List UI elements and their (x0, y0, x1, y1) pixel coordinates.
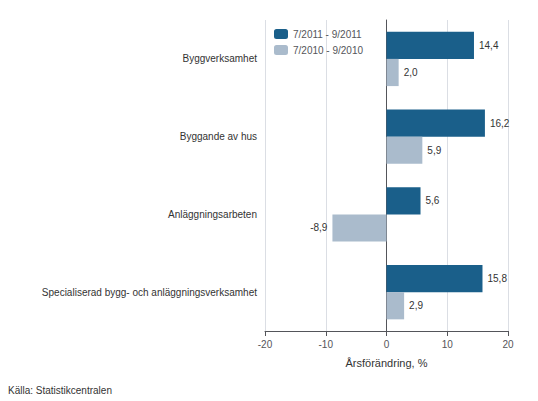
svg-text:10: 10 (442, 339, 454, 350)
svg-text:16,2: 16,2 (490, 118, 510, 129)
svg-text:14,4: 14,4 (479, 40, 499, 51)
svg-text:2,0: 2,0 (404, 67, 418, 78)
svg-text:Byggverksamhet: Byggverksamhet (183, 53, 258, 64)
svg-text:5,6: 5,6 (426, 195, 440, 206)
svg-text:7/2010 - 9/2010: 7/2010 - 9/2010 (293, 45, 363, 56)
svg-text:-10: -10 (319, 339, 334, 350)
svg-text:2,9: 2,9 (409, 300, 423, 311)
svg-text:Anläggningsarbeten: Anläggningsarbeten (168, 209, 257, 220)
svg-text:Källa: Statistikcentralen: Källa: Statistikcentralen (8, 385, 112, 396)
svg-text:20: 20 (502, 339, 514, 350)
svg-text:Årsförändring, %: Årsförändring, % (346, 357, 428, 369)
svg-text:Specialiserad bygg- och anlägg: Specialiserad bygg- och anläggningsverks… (42, 287, 257, 298)
svg-text:0: 0 (384, 339, 390, 350)
svg-text:15,8: 15,8 (487, 273, 507, 284)
svg-text:Byggande av hus: Byggande av hus (180, 131, 257, 142)
svg-text:7/2011 - 9/2011: 7/2011 - 9/2011 (293, 29, 362, 40)
svg-text:5,9: 5,9 (427, 145, 441, 156)
svg-text:-20: -20 (258, 339, 273, 350)
svg-text:-8,9: -8,9 (310, 222, 328, 233)
